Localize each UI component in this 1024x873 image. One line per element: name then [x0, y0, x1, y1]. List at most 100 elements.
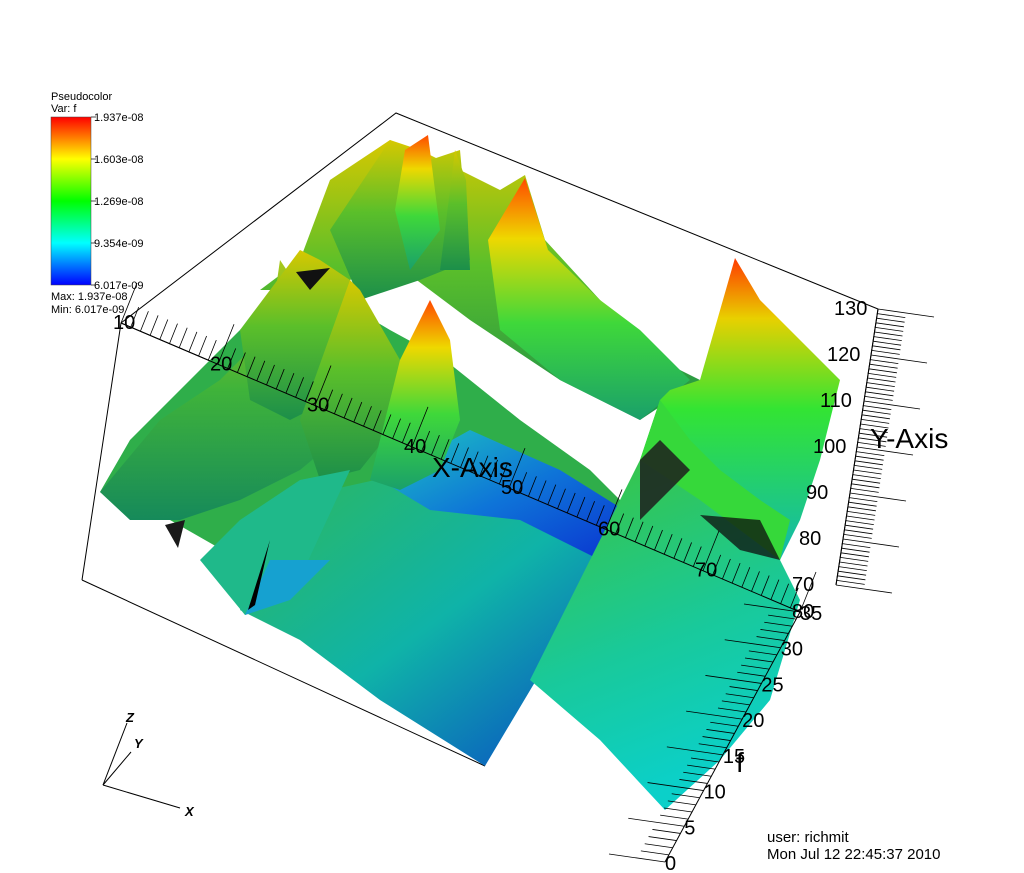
x-axis-major-tick — [799, 571, 817, 613]
x-axis-minor-tick — [140, 311, 149, 332]
z-axis-major-tick — [628, 817, 685, 827]
footer-user: user: richmit — [767, 829, 849, 846]
x-axis-minor-tick — [256, 360, 266, 381]
x-axis-minor-tick — [440, 439, 450, 460]
x-axis-minor-tick — [731, 562, 741, 584]
z-axis-major-tick — [666, 746, 723, 756]
y-axis-title: Y-Axis — [870, 423, 948, 454]
x-axis-minor-tick — [489, 459, 498, 481]
y-axis-minor-tick — [866, 386, 895, 392]
y-axis-minor-tick — [857, 442, 886, 447]
y-axis-major-tick — [877, 308, 935, 318]
x-axis-minor-tick — [363, 406, 372, 427]
y-axis-tick-label: 100 — [813, 436, 846, 458]
z-axis-minor-tick — [667, 800, 696, 806]
y-axis-minor-tick — [841, 547, 870, 553]
x-axis-minor-tick — [634, 521, 644, 542]
y-axis-minor-tick — [861, 414, 890, 420]
y-axis-minor-tick — [848, 501, 877, 507]
z-axis-line — [664, 611, 801, 863]
z-axis-minor-tick — [756, 636, 785, 641]
z-axis-minor-tick — [663, 807, 693, 813]
y-axis-minor-tick — [847, 511, 876, 516]
x-axis-tick-label: 50 — [501, 477, 523, 499]
z-axis-minor-tick — [683, 771, 712, 777]
z-axis-tick-label: 35 — [800, 603, 822, 625]
z-axis-major-tick — [705, 675, 762, 684]
triad-x-label: X — [184, 804, 195, 819]
legend-variable: Var: f — [51, 103, 77, 115]
x-axis-minor-tick — [401, 422, 411, 443]
y-axis-minor-tick — [874, 331, 903, 337]
x-axis-minor-tick — [334, 393, 343, 414]
x-axis-minor-tick — [227, 348, 237, 369]
y-axis-minor-tick — [850, 488, 879, 493]
y-axis-minor-tick — [845, 520, 874, 525]
y-axis-minor-tick — [868, 373, 897, 378]
x-axis-minor-tick — [159, 319, 169, 340]
x-axis-minor-tick — [285, 373, 295, 394]
z-axis-minor-tick — [706, 729, 735, 734]
legend-color-bar — [50, 116, 92, 286]
legend-tick-label: 9.354e-09 — [94, 238, 144, 250]
x-axis-minor-tick — [673, 538, 683, 559]
z-axis-tick-label: 0 — [665, 853, 676, 873]
z-axis-major-tick — [608, 853, 666, 863]
y-axis-minor-tick — [865, 391, 894, 397]
y-axis-minor-tick — [868, 368, 897, 374]
x-axis-minor-tick — [479, 455, 489, 476]
x-axis-title: X-Axis — [432, 452, 513, 483]
z-axis-minor-tick — [729, 686, 758, 691]
x-axis-major-tick — [605, 489, 623, 530]
z-axis-major-tick — [647, 782, 704, 791]
y-axis-minor-tick — [843, 534, 872, 539]
y-axis-major-tick — [863, 400, 921, 410]
x-axis-tick-label: 10 — [113, 312, 135, 334]
x-axis-major-tick — [702, 530, 720, 571]
y-axis-tick-label: 80 — [799, 528, 821, 550]
legend-ticks: 1.937e-08 1.603e-08 1.269e-08 9.354e-09 6.01… — [91, 112, 144, 292]
x-axis-minor-tick — [353, 401, 363, 423]
x-axis-minor-tick — [518, 472, 528, 493]
z-axis-minor-tick — [760, 629, 789, 634]
legend-tick-label: 1.937e-08 — [94, 112, 144, 124]
y-axis-minor-tick — [864, 396, 893, 401]
y-axis-minor-tick — [852, 474, 881, 479]
x-axis-minor-tick — [460, 447, 469, 468]
x-axis-major-tick — [314, 365, 332, 406]
x-axis-minor-tick — [324, 389, 334, 410]
z-axis-minor-tick — [721, 700, 750, 706]
x-axis-minor-tick — [130, 306, 140, 328]
y-axis-major-tick — [835, 584, 893, 594]
y-axis-tick-label: 120 — [827, 344, 860, 366]
footer-timestamp: Mon Jul 12 22:45:37 2010 — [767, 846, 941, 863]
y-axis-minor-tick — [875, 322, 904, 328]
y-axis-major-tick — [856, 446, 914, 456]
x-axis-minor-tick — [789, 587, 799, 609]
x-axis-minor-tick — [469, 451, 479, 472]
y-axis-minor-tick — [876, 317, 905, 323]
z-axis-minor-tick — [644, 843, 673, 849]
y-axis-minor-tick — [847, 506, 876, 512]
y-axis-tick-label: 130 — [834, 298, 867, 320]
y-axis-major-tick — [849, 492, 907, 502]
z-axis-minor-tick — [640, 850, 669, 856]
z-axis-tick-label: 25 — [761, 674, 783, 696]
z-axis-minor-tick — [679, 779, 708, 784]
legend-tick-label: 6.017e-09 — [94, 280, 144, 292]
z-axis-minor-tick — [652, 829, 681, 834]
axes: 1020304050607080708090100110120130051015… — [113, 282, 935, 873]
y-axis-minor-tick — [840, 557, 869, 562]
x-axis-major-tick — [508, 447, 526, 489]
x-axis-major-tick — [120, 282, 138, 324]
y-axis-minor-tick — [873, 336, 902, 341]
legend-tick-label: 1.269e-08 — [94, 196, 144, 208]
y-axis-minor-tick — [859, 432, 888, 438]
y-axis-minor-tick — [871, 350, 900, 355]
x-axis-minor-tick — [751, 571, 760, 592]
x-axis-tick-label: 40 — [404, 436, 426, 458]
z-axis-minor-tick — [725, 693, 754, 699]
x-axis-minor-tick — [392, 418, 401, 439]
y-axis-minor-tick — [836, 580, 865, 585]
